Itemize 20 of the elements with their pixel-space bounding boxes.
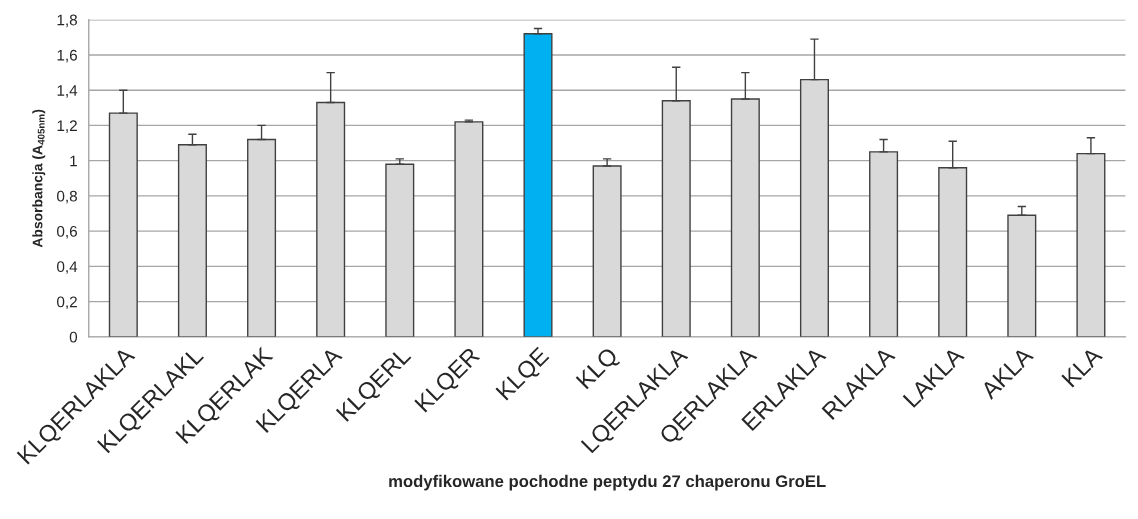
bar <box>523 33 553 337</box>
y-tick-label: 1,2 <box>57 120 77 133</box>
y-tick-label: 1 <box>70 155 77 167</box>
bar <box>869 151 899 337</box>
bar <box>592 165 622 337</box>
x-axis-title: modyfikowane pochodne peptydu 27 chaperonu GroEL <box>389 474 826 491</box>
bar <box>108 112 138 337</box>
y-tick-label: 0 <box>69 331 78 343</box>
y-tick-label: 1,6 <box>57 49 77 63</box>
y-tick-label: 0,2 <box>57 296 77 310</box>
y-tick-label: 0,6 <box>57 226 77 239</box>
y-tick-label: 0,8 <box>57 190 77 204</box>
y-tick-label: 1,4 <box>57 85 78 98</box>
bar <box>385 163 415 337</box>
bar <box>730 98 760 337</box>
y-axis-title: Absorbancja (A$_{405nm}$) <box>32 109 46 248</box>
y-tick-label: 0,4 <box>57 261 78 274</box>
x-tick-label: KLA <box>1061 345 1103 388</box>
y-tick-label: 1,8 <box>57 14 77 28</box>
bar <box>454 121 484 337</box>
